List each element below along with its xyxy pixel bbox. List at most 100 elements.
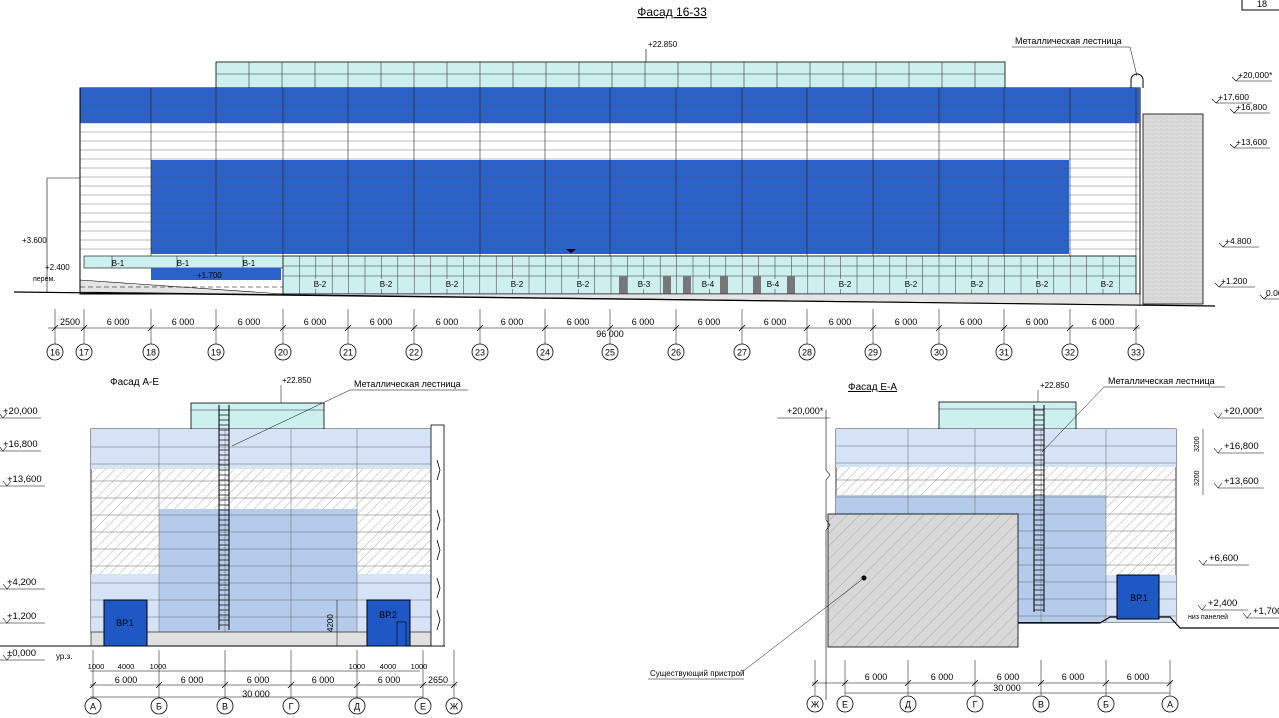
axis-label: 30 <box>934 348 944 358</box>
axis-circle <box>1032 695 1050 713</box>
window-label: В-2 <box>1036 280 1049 289</box>
level-mark: +2,400 <box>1208 598 1237 609</box>
axis-label: Е <box>842 700 848 710</box>
axis-label: Б <box>1103 700 1109 710</box>
door-vr1-right <box>1116 574 1160 620</box>
dimension-label: 6 000 <box>1127 672 1150 682</box>
level-mark: +4,200 <box>7 577 36 588</box>
right-hatch-band <box>836 467 1176 495</box>
door-vr1 <box>103 599 148 647</box>
axis-label: В <box>222 702 228 712</box>
axis-label: Е <box>420 702 426 712</box>
window-label: В-2 <box>314 280 327 289</box>
axis-circle <box>1161 695 1179 713</box>
axis-label: 32 <box>1065 348 1075 358</box>
axis-circle <box>414 697 432 715</box>
axis-label: Д <box>354 702 360 712</box>
axis-label: 17 <box>79 348 89 358</box>
axis-label: 16 <box>50 348 60 358</box>
level-mark: +17,600 <box>1218 92 1249 102</box>
left-axis-markers: А Б В Г Д Е Ж <box>84 650 463 715</box>
axis-markers: 16 17 18 19 20 21 22 23 24 25 26 27 28 29 30 31 32 33 <box>46 309 1145 361</box>
left-ladder-label: Металлическая лестница <box>354 379 461 389</box>
axis-label: 28 <box>802 348 812 358</box>
axis-circle <box>864 343 882 361</box>
door-height: 4200 <box>326 614 335 632</box>
b1-window-labels: В-1 В-1 В-1 <box>111 256 256 268</box>
dimension-line: 2500 6 000 6 000 6 000 6 000 6 000 6 000 6 000 6… <box>48 317 1140 332</box>
clerestory <box>215 61 1006 89</box>
window-label: В-2 <box>380 280 393 289</box>
window-label: В-2 <box>577 280 590 289</box>
right-dimension-line: 6 000 6 000 6 000 6 000 6 000 <box>811 672 1174 694</box>
level-mark: +16,800 <box>1224 441 1259 452</box>
axis-label: 27 <box>737 348 747 358</box>
left-level-marks: +20,000 +16,800 +13,600 +4,200 +1,200 ±0,000 <box>0 406 45 661</box>
axis-circle <box>348 697 366 715</box>
axis-label: Д <box>905 700 911 710</box>
dimension-label: 6 000 <box>181 675 204 685</box>
clerestory-grid <box>215 62 1005 88</box>
door-vr2-label: ВР.2 <box>379 610 397 620</box>
existing-annex <box>827 513 1019 648</box>
stair-ladder-top <box>1130 73 1144 88</box>
level-mark: низ панелей <box>1188 613 1228 621</box>
right-roof-mark: +22.850 <box>1040 381 1070 390</box>
window-label: В-3 <box>638 280 651 289</box>
dimension-label: 6 000 <box>115 675 138 685</box>
dimension-label: 4000 <box>118 662 135 671</box>
penthouse <box>190 402 325 431</box>
axis-circle <box>1097 695 1115 713</box>
level-mark: +13,600 <box>1236 137 1267 147</box>
axis-circle <box>75 343 93 361</box>
axis-circle <box>966 695 984 713</box>
axis-circle <box>150 697 168 715</box>
right-top-blue <box>836 429 1176 467</box>
facade-a-e-title: Фасад А-Е <box>110 377 159 388</box>
axis-label: Ж <box>811 700 820 710</box>
dimension-label: 6 000 <box>107 317 130 327</box>
right-ladder-label: Металлическая лестница <box>1108 376 1215 386</box>
level-mark: +16,800 <box>3 439 38 450</box>
axis-circle <box>1127 343 1145 361</box>
dimension-label: 6 000 <box>1026 317 1049 327</box>
axis-circle <box>339 343 357 361</box>
window-label: В-4 <box>767 280 780 289</box>
facade-e-a-title: Фасад Е-А <box>848 382 897 393</box>
axis-label: 18 <box>146 348 156 358</box>
axis-circle <box>733 343 751 361</box>
lower-window-labels: В-2 В-2 В-2 В-2 В-2 В-3 В-4 В-4 В-2 В-2 В-2 В-2 В-2 <box>311 279 1116 289</box>
axis-label: 31 <box>999 348 1009 358</box>
axis-label: Г <box>289 702 294 712</box>
axis-circle <box>667 343 685 361</box>
left-glazing <box>159 509 357 632</box>
dimension-label: 6 000 <box>829 317 852 327</box>
b1-lower-blue <box>151 268 281 280</box>
axis-circle <box>405 343 423 361</box>
axis-label: А <box>1167 700 1173 710</box>
dimension-label: 6 000 <box>698 317 721 327</box>
level-mark: +3.600 <box>22 236 47 245</box>
level-mark: +1,200 <box>7 611 36 622</box>
ground-note: ур.з. <box>56 652 72 661</box>
existing-label: Существующий пристрой <box>650 669 744 678</box>
vdim-1: 3200 <box>1194 436 1201 452</box>
dimension-label: 6 000 <box>304 317 327 327</box>
level-marks-left: +3.600 +2.400 перем. +1.700 <box>22 236 222 283</box>
dimension-label: 4000 <box>380 662 397 671</box>
left-top-blue <box>91 429 431 469</box>
axis-circle <box>806 695 824 713</box>
axis-circle <box>142 343 160 361</box>
facade-a-e: Фасад А-Е +22.850 Металлическая лестница… <box>0 376 468 715</box>
level-mark: перем. <box>33 276 55 283</box>
dimension-label: 6 000 <box>1092 317 1115 327</box>
vdim-2: 3200 <box>1194 470 1201 486</box>
axis-circle <box>471 343 489 361</box>
axis-label: 24 <box>540 348 550 358</box>
level-mark: +20,000* <box>1238 70 1273 80</box>
axis-label: 19 <box>211 348 221 358</box>
facade-e-a: Фасад Е-А +22.850 Существующий пристрой … <box>648 376 1279 713</box>
roof-mark: +22.850 <box>648 40 678 49</box>
left-total: 30 000 <box>242 689 270 699</box>
